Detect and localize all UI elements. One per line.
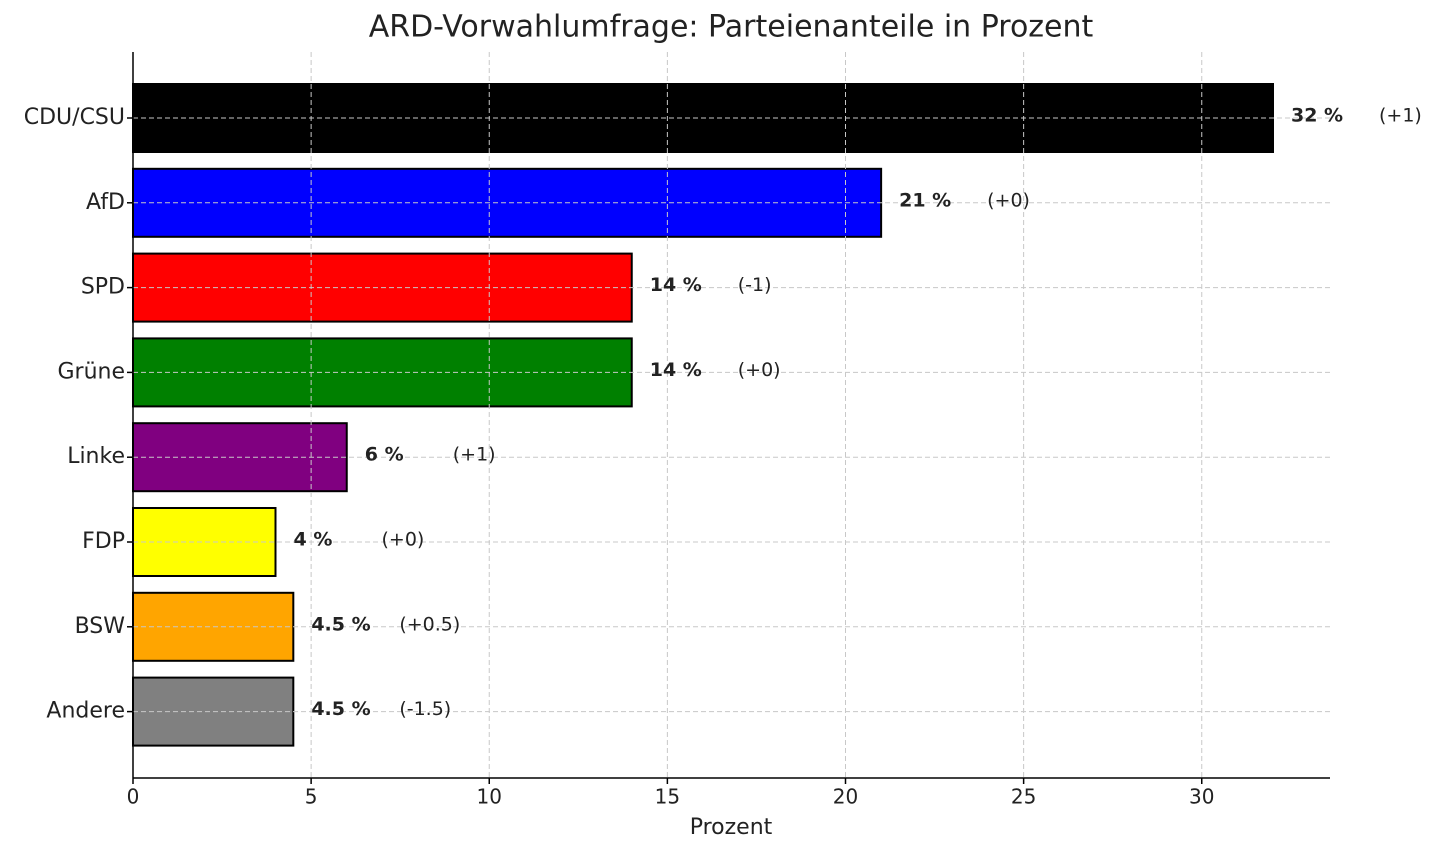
y-tick-label: Linke <box>67 444 125 469</box>
change-label: (+0) <box>987 189 1030 211</box>
chart-title: ARD-Vorwahlumfrage: Parteienanteile in P… <box>369 10 1094 45</box>
change-label: (+1) <box>1379 105 1422 127</box>
x-axis-label: Prozent <box>690 815 773 840</box>
change-label: (+0) <box>738 359 781 381</box>
x-tick-label: 15 <box>655 785 680 809</box>
x-tick-label: 0 <box>127 785 140 809</box>
change-label: (-1.5) <box>399 698 451 720</box>
change-label: (+0) <box>382 529 425 551</box>
change-label: (+1) <box>453 444 496 466</box>
y-tick-label: SPD <box>81 275 125 300</box>
value-label: 21 % <box>899 189 951 211</box>
y-tick-label: Grüne <box>57 359 125 384</box>
value-label: 14 % <box>650 359 702 381</box>
y-tick-label: Andere <box>46 699 125 724</box>
value-label: 4.5 % <box>311 613 370 635</box>
value-label: 4 % <box>294 529 333 551</box>
value-label: 4.5 % <box>311 698 370 720</box>
value-label: 32 % <box>1291 105 1343 127</box>
y-tick-label: BSW <box>75 614 126 639</box>
change-label: (-1) <box>738 274 772 296</box>
x-tick-label: 30 <box>1189 785 1214 809</box>
x-tick-label: 5 <box>305 785 318 809</box>
value-label: 6 % <box>365 444 404 466</box>
y-tick-label: AfD <box>86 190 125 215</box>
y-tick-label: FDP <box>82 529 125 554</box>
value-label: 14 % <box>650 274 702 296</box>
x-tick-label: 25 <box>1011 785 1036 809</box>
x-tick-label: 20 <box>833 785 858 809</box>
change-label: (+0.5) <box>399 613 460 635</box>
x-tick-label: 10 <box>477 785 502 809</box>
y-tick-label: CDU/CSU <box>24 105 125 130</box>
